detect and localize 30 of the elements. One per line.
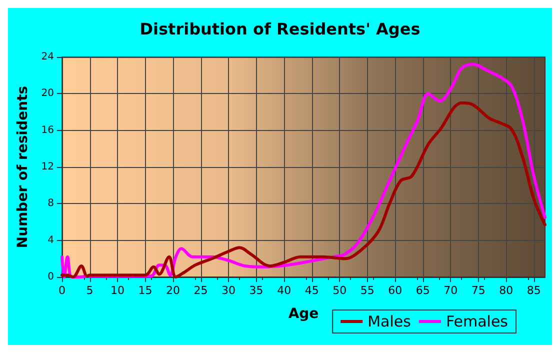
y-tick-label: 12 (41, 162, 54, 172)
x-tick-label: 15 (138, 284, 152, 297)
x-tick-label: 35 (249, 284, 264, 297)
y-tick-label: 24 (41, 52, 54, 62)
x-tick-label: 40 (277, 284, 292, 297)
y-axis-title: Number of residents (15, 86, 31, 248)
x-tick-label: 45 (304, 284, 319, 297)
x-tick-label: 65 (416, 284, 430, 297)
x-tick-label: 70 (444, 284, 458, 297)
x-tick-label: 20 (166, 284, 180, 297)
y-tick-label: 8 (48, 198, 54, 210)
x-tick-label: 55 (360, 284, 374, 297)
x-tick-label: 50 (332, 284, 347, 297)
x-tick-label: 85 (526, 284, 541, 297)
x-tick-label: 75 (471, 284, 486, 297)
x-tick-label: 0 (58, 284, 66, 297)
x-tick-label: 80 (499, 284, 514, 297)
x-tick-label: 10 (110, 284, 125, 297)
x-tick-label: 25 (194, 284, 208, 297)
legend-label: Males (368, 312, 412, 330)
chart-title: Distribution of Residents' Ages (140, 20, 420, 38)
x-tick-label: 60 (388, 284, 402, 297)
y-tick-label: 16 (41, 124, 54, 136)
legend-label: Females (446, 312, 508, 330)
y-tick-label: 0 (48, 272, 54, 282)
y-tick-label: 20 (41, 88, 54, 100)
x-tick-label: 30 (222, 284, 236, 297)
x-axis-title: Age (288, 306, 319, 322)
x-tick-label: 5 (86, 284, 94, 297)
y-tick-label: 4 (48, 234, 54, 246)
